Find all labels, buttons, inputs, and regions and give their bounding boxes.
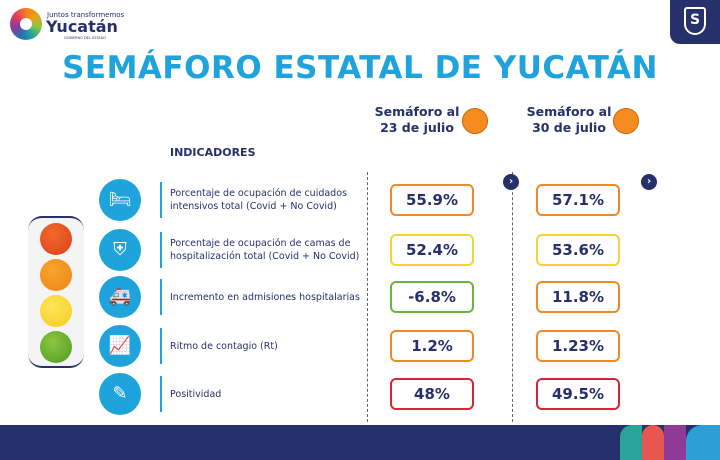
value-box-23-julio: 48%: [390, 378, 474, 410]
value-box-30-julio: 11.8%: [536, 281, 620, 313]
traffic-light-red: [40, 223, 72, 255]
value-box-30-julio: 1.23%: [536, 330, 620, 362]
semaphore-dot-1: [462, 108, 488, 134]
value-box-23-julio: 1.2%: [390, 330, 474, 362]
ambulance-icon: 🚑: [99, 276, 141, 318]
logo-tagline: Juntos transformemos: [47, 11, 125, 19]
logo-name: Yucatán: [46, 17, 118, 36]
indicator-label: Positividad: [170, 389, 222, 400]
decor: [620, 425, 642, 460]
divider: [367, 172, 368, 422]
decor: [686, 425, 720, 460]
row-separator: [160, 328, 162, 364]
value-box-30-julio: 53.6%: [536, 234, 620, 266]
shield-emblem-icon: S: [670, 0, 720, 44]
traffic-light-orange: [40, 259, 72, 291]
column-header-1: Semáforo al 23 de julio: [374, 104, 460, 135]
divider: [512, 172, 513, 422]
indicator-label: Porcentaje de ocupación de cuidados inte…: [170, 188, 347, 212]
indicators-header: INDICADORES: [170, 146, 256, 159]
value-box-23-julio: -6.8%: [390, 281, 474, 313]
page-title: SEMÁFORO ESTATAL DE YUCATÁN: [62, 50, 658, 86]
column-header-2: Semáforo al 30 de julio: [526, 104, 612, 135]
chart-icon: 📈: [99, 325, 141, 367]
icu-bed-icon: 🛏: [99, 179, 141, 221]
hospital-bed-icon: ⛨: [99, 229, 141, 271]
indicator-label: Porcentaje de ocupación de camas de hosp…: [170, 238, 360, 262]
chevron-right-icon[interactable]: ›: [503, 174, 519, 190]
value-box-23-julio: 52.4%: [390, 234, 474, 266]
logo-subtitle: GOBIERNO DEL ESTADO: [64, 36, 107, 40]
row-separator: [160, 279, 162, 315]
indicator-label: Incremento en admisiones hospitalarias: [170, 292, 360, 303]
traffic-light-yellow: [40, 295, 72, 327]
row-separator: [160, 182, 162, 218]
swab-test-icon: ✎: [99, 373, 141, 415]
value-box-23-julio: 55.9%: [390, 184, 474, 216]
chevron-right-icon[interactable]: ›: [641, 174, 657, 190]
decor: [642, 425, 664, 460]
value-box-30-julio: 49.5%: [536, 378, 620, 410]
value-box-30-julio: 57.1%: [536, 184, 620, 216]
row-separator: [160, 232, 162, 268]
traffic-light-green: [40, 331, 72, 363]
row-separator: [160, 376, 162, 412]
semaphore-dot-2: [613, 108, 639, 134]
indicator-label: Ritmo de contagio (Rt): [170, 341, 278, 352]
decor: [664, 425, 686, 460]
yucatan-logo: [10, 8, 42, 40]
footer-band: [0, 425, 720, 460]
